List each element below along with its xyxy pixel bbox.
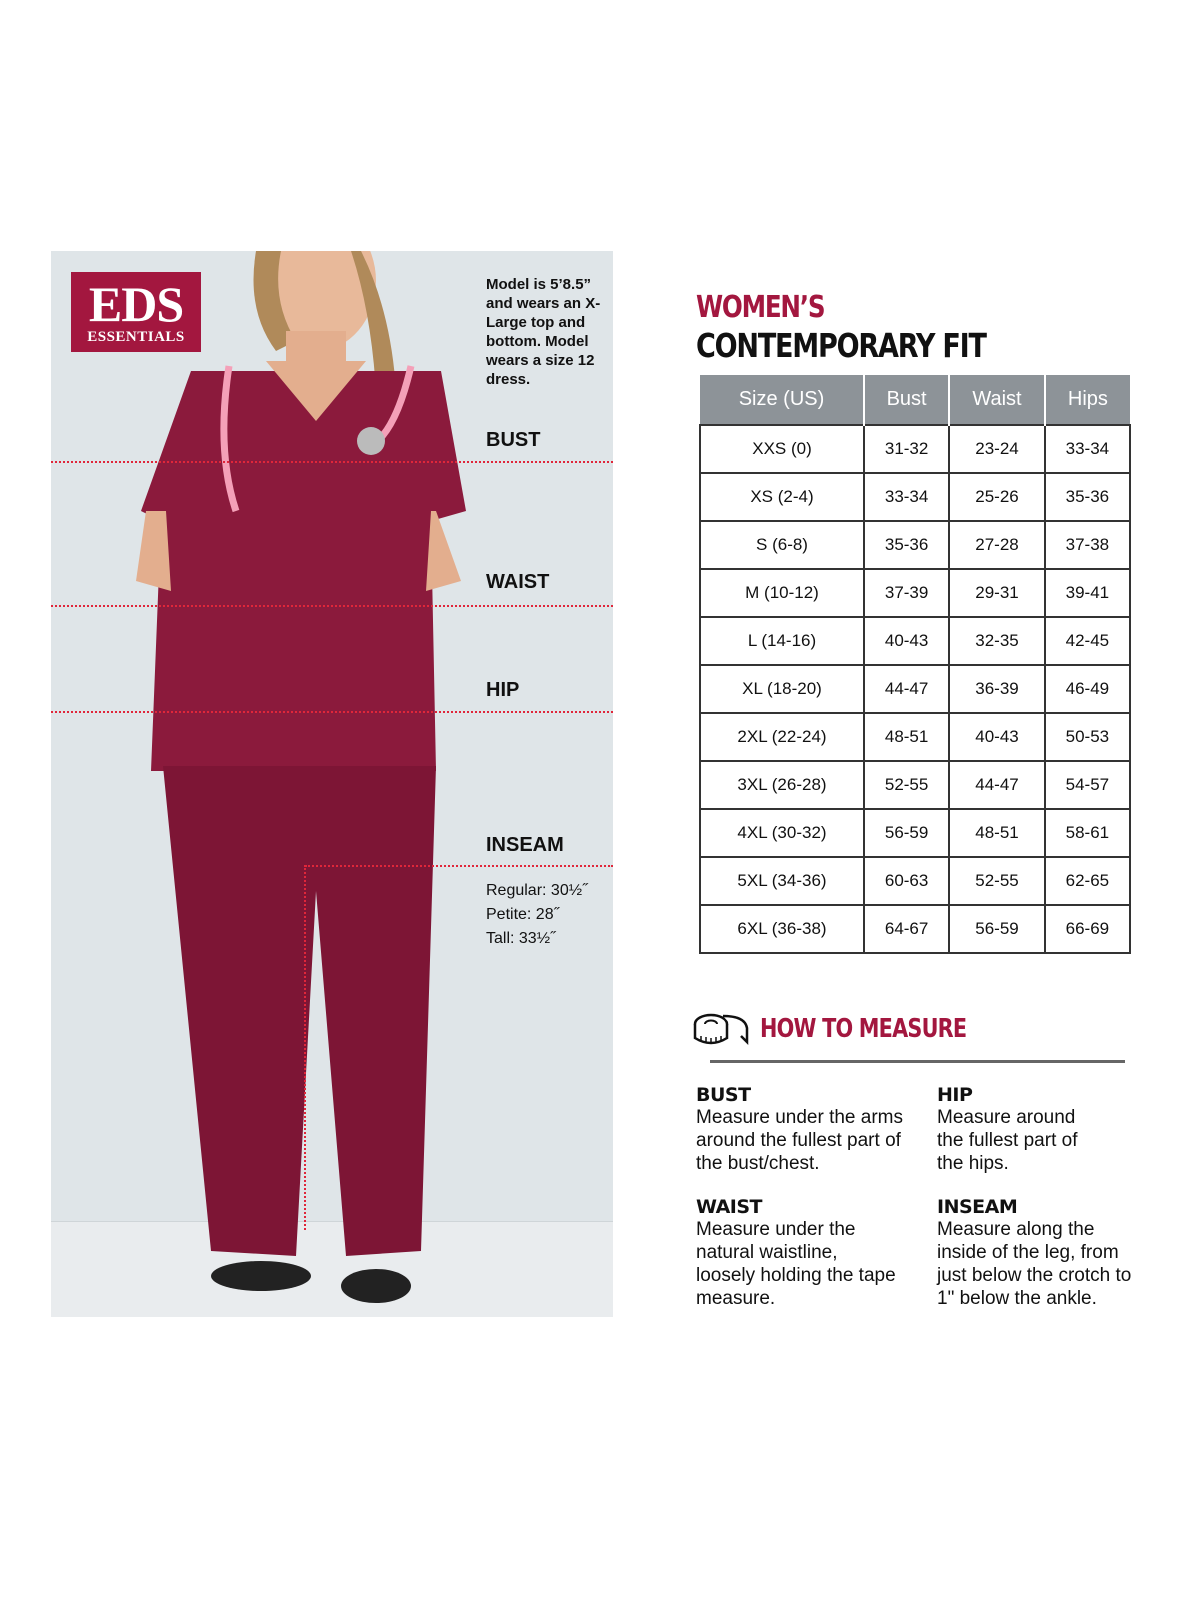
- table-cell: 40-43: [862, 616, 951, 666]
- table-cell: 56-59: [948, 904, 1046, 954]
- how-to-measure-title: HOW TO MEASURE: [760, 1014, 967, 1044]
- table-row: 5XL (34-36) 60-63 52-55 62-65: [699, 856, 1132, 906]
- floor: [51, 1221, 613, 1317]
- table-cell: 25-26: [948, 472, 1046, 522]
- waist-line: [51, 605, 613, 607]
- table-cell: 29-31: [948, 568, 1046, 618]
- inseam-label: INSEAM: [486, 834, 564, 856]
- table-cell: 2XL (22-24): [699, 712, 865, 762]
- table-row: 6XL (36-38) 64-67 56-59 66-69: [699, 904, 1132, 954]
- measure-hip: HIP Measure around the fullest part of t…: [937, 1084, 1078, 1174]
- table-cell: XL (18-20): [699, 664, 865, 714]
- table-cell: 42-45: [1043, 616, 1132, 666]
- measure-inseam: INSEAM Measure along the inside of the l…: [937, 1196, 1132, 1309]
- table-cell: 36-39: [948, 664, 1046, 714]
- inseam-line: [305, 865, 613, 867]
- table-cell: 44-47: [862, 664, 951, 714]
- waist-label: WAIST: [486, 571, 550, 593]
- bust-label: BUST: [486, 429, 541, 451]
- table-cell: 33-34: [1043, 424, 1132, 474]
- table-cell: 62-65: [1043, 856, 1132, 906]
- model-note: Model is 5’8.5” and wears an X-Large top…: [486, 276, 601, 388]
- table-cell: 5XL (34-36): [699, 856, 865, 906]
- table-row: XXS (0) 31-32 23-24 33-34: [699, 424, 1132, 474]
- table-cell: 56-59: [862, 808, 951, 858]
- title-line2: CONTEMPORARY FIT: [696, 326, 987, 365]
- table-row: S (6-8) 35-36 27-28 37-38: [699, 520, 1132, 570]
- hip-label: HIP: [486, 679, 520, 701]
- inseam-vertical-line: [304, 865, 306, 1230]
- table-cell: 6XL (36-38): [699, 904, 865, 954]
- title-line1: WOMEN’S: [696, 290, 826, 325]
- table-cell: 50-53: [1043, 712, 1132, 762]
- inseam-lengths: Regular: 30½˝ Petite: 28˝ Tall: 33½˝: [486, 882, 588, 947]
- size-chart-table: Size (US) Bust Waist Hips XXS (0) 31-32 23-24…: [699, 375, 1132, 954]
- table-cell: 60-63: [862, 856, 951, 906]
- table-cell: 27-28: [948, 520, 1046, 570]
- table-cell: XS (2-4): [699, 472, 865, 522]
- table-cell: 3XL (26-28): [699, 760, 865, 810]
- column-header: Waist: [948, 375, 1045, 425]
- model-photo: EDS ESSENTIALS Model is 5’8.5” and wears…: [51, 251, 613, 1317]
- table-row: 3XL (26-28) 52-55 44-47 54-57: [699, 760, 1132, 810]
- table-cell: 4XL (30-32): [699, 808, 865, 858]
- table-cell: 66-69: [1043, 904, 1132, 954]
- table-cell: XXS (0): [699, 424, 865, 474]
- table-row: XL (18-20) 44-47 36-39 46-49: [699, 664, 1132, 714]
- table-row: XS (2-4) 33-34 25-26 35-36: [699, 472, 1132, 522]
- column-header: Bust: [862, 375, 950, 425]
- table-row: 4XL (30-32) 56-59 48-51 58-61: [699, 808, 1132, 858]
- table-cell: 35-36: [1043, 472, 1132, 522]
- table-cell: 52-55: [862, 760, 951, 810]
- bust-line: [51, 461, 613, 463]
- table-cell: 39-41: [1043, 568, 1132, 618]
- hip-line: [51, 711, 613, 713]
- column-header: Size (US): [700, 375, 864, 425]
- table-cell: 52-55: [948, 856, 1046, 906]
- measure-bust: BUST Measure under the arms around the f…: [696, 1084, 903, 1174]
- table-cell: 33-34: [862, 472, 951, 522]
- table-cell: 54-57: [1043, 760, 1132, 810]
- divider: [710, 1060, 1125, 1063]
- eds-essentials-logo: EDS ESSENTIALS: [71, 272, 201, 352]
- table-cell: 37-38: [1043, 520, 1132, 570]
- table-cell: L (14-16): [699, 616, 865, 666]
- table-header-row: Size (US) Bust Waist Hips: [700, 375, 1130, 425]
- table-cell: M (10-12): [699, 568, 865, 618]
- table-cell: 23-24: [948, 424, 1046, 474]
- tape-measure-icon: [693, 1013, 749, 1046]
- table-cell: 58-61: [1043, 808, 1132, 858]
- column-header: Hips: [1043, 375, 1130, 425]
- table-cell: 31-32: [862, 424, 951, 474]
- table-cell: 48-51: [862, 712, 951, 762]
- model-figure: [136, 251, 466, 1303]
- table-row: L (14-16) 40-43 32-35 42-45: [699, 616, 1132, 666]
- table-cell: 46-49: [1043, 664, 1132, 714]
- measure-waist: WAIST Measure under the natural waistlin…: [696, 1196, 896, 1309]
- table-cell: 48-51: [948, 808, 1046, 858]
- table-cell: 44-47: [948, 760, 1046, 810]
- table-cell: 35-36: [862, 520, 951, 570]
- table-cell: 64-67: [862, 904, 951, 954]
- table-row: 2XL (22-24) 48-51 40-43 50-53: [699, 712, 1132, 762]
- table-cell: S (6-8): [699, 520, 865, 570]
- table-row: M (10-12) 37-39 29-31 39-41: [699, 568, 1132, 618]
- table-cell: 37-39: [862, 568, 951, 618]
- table-cell: 40-43: [948, 712, 1046, 762]
- table-cell: 32-35: [948, 616, 1046, 666]
